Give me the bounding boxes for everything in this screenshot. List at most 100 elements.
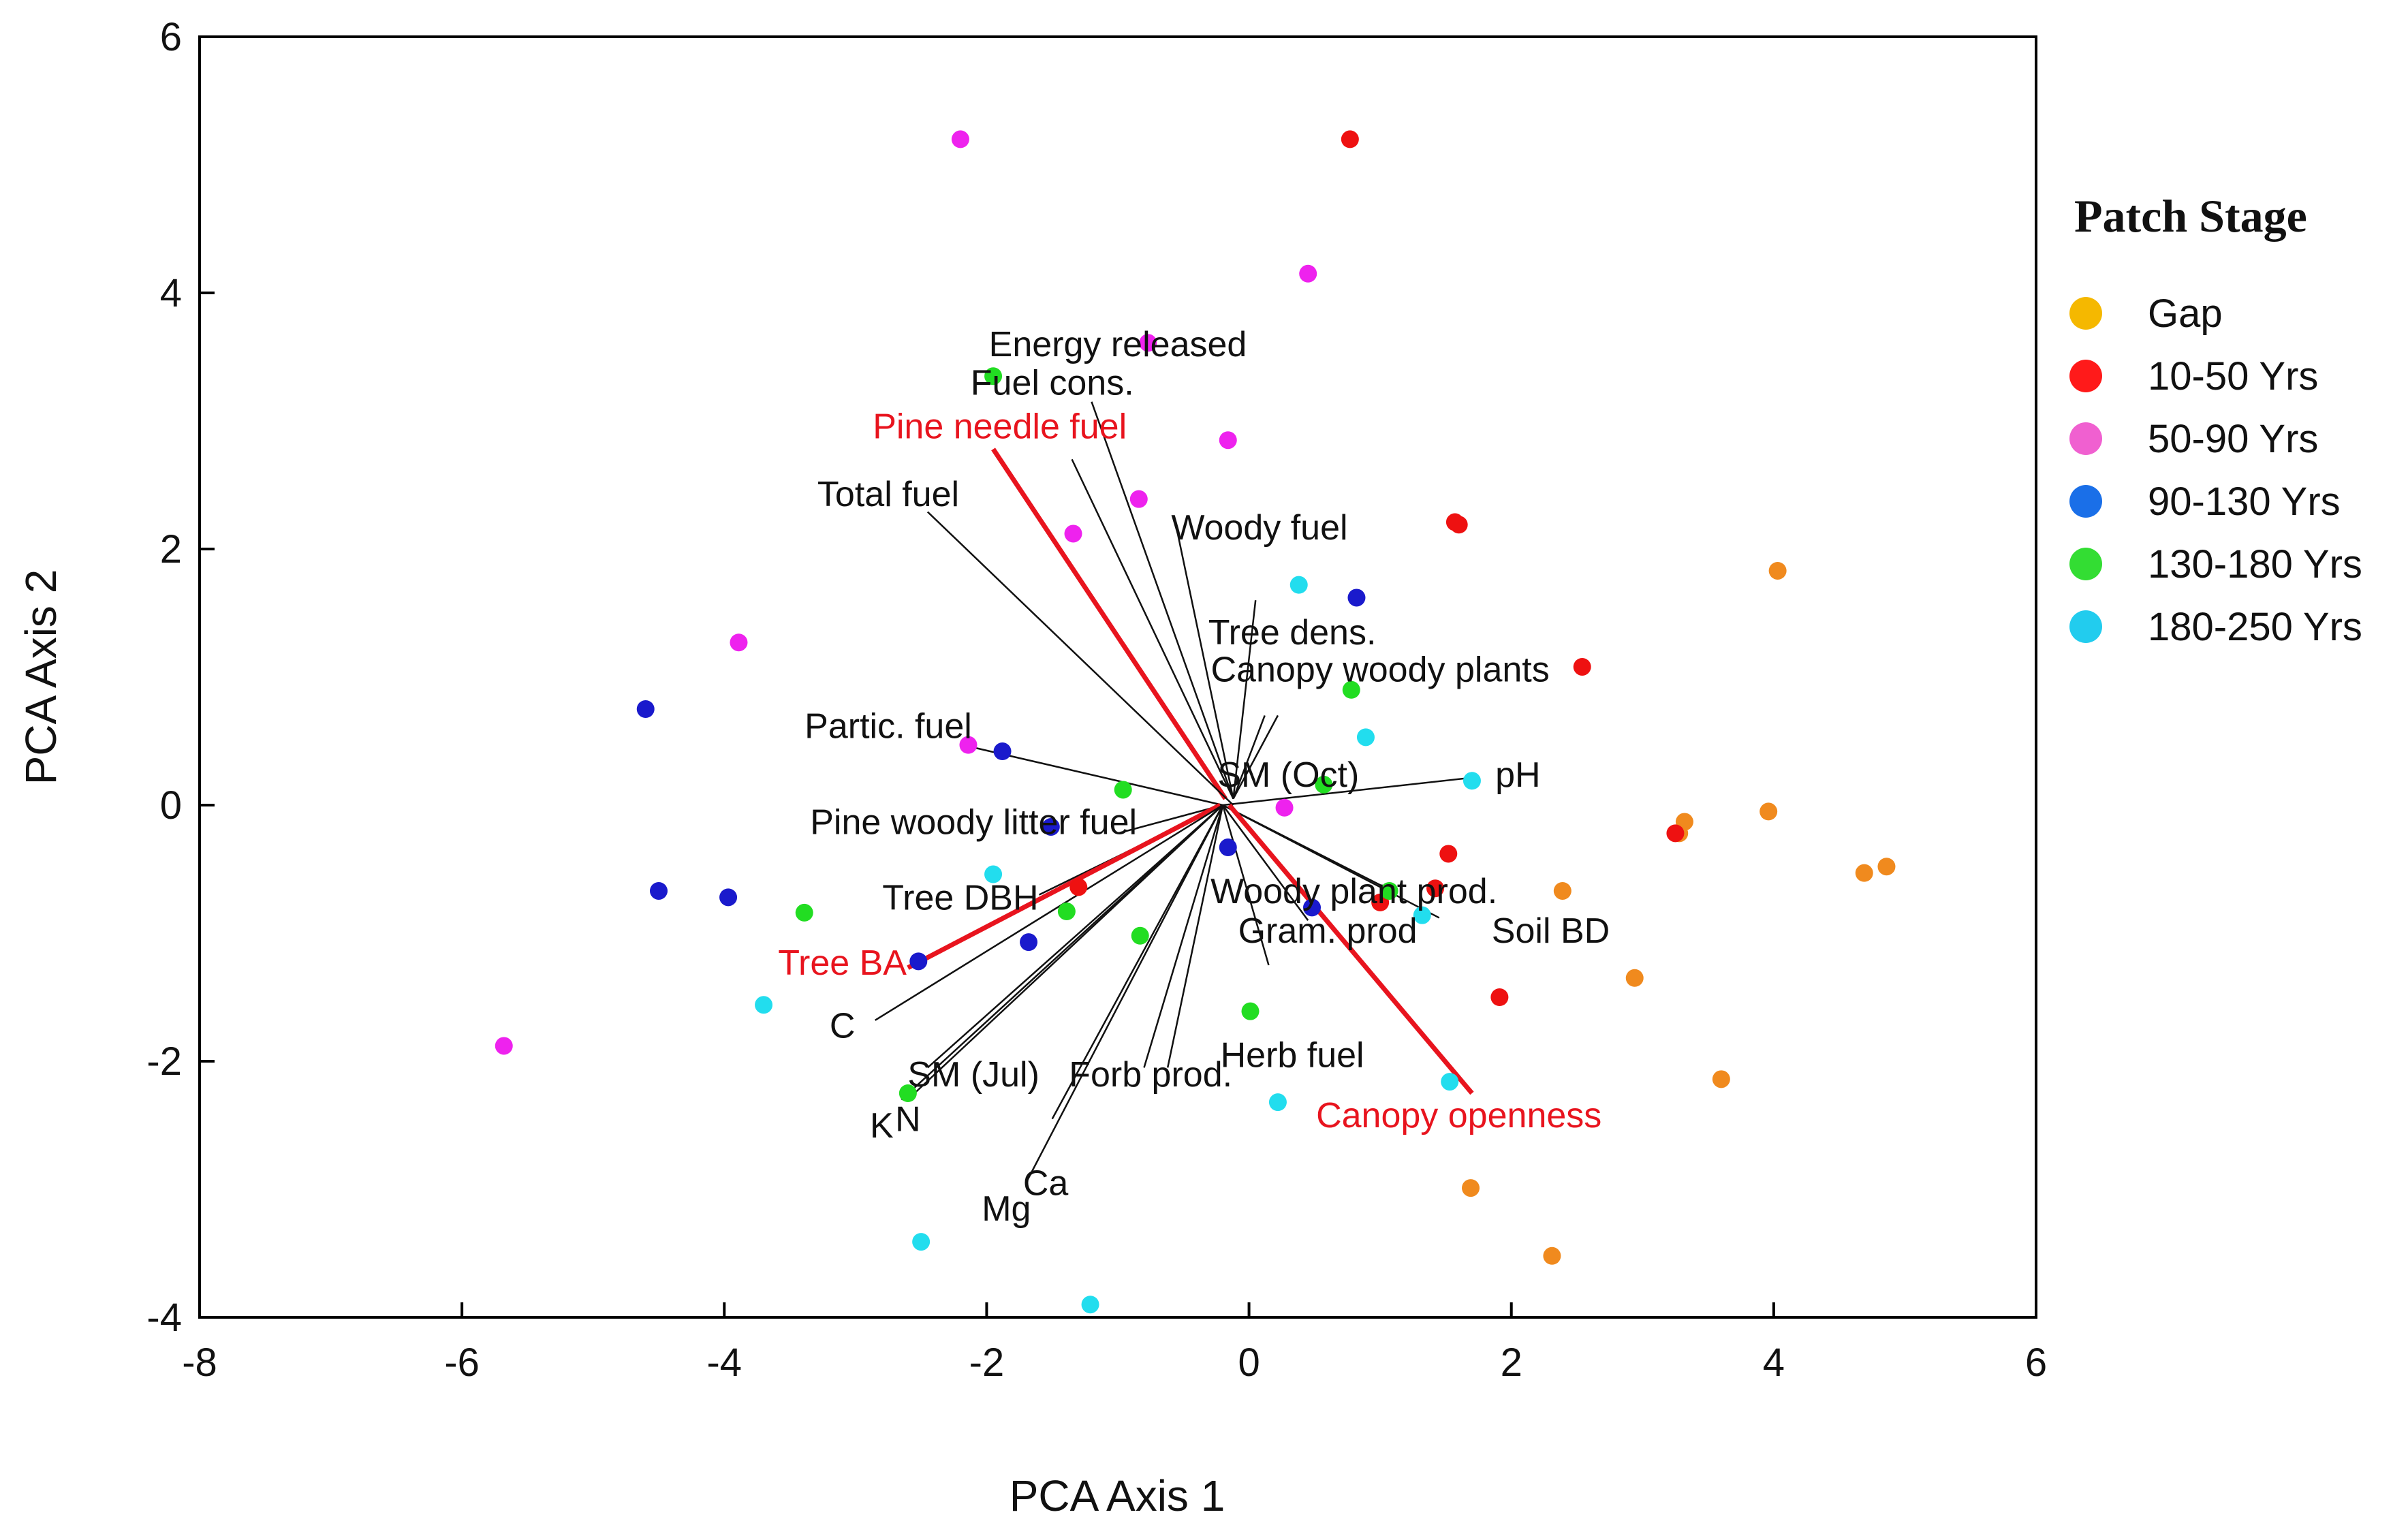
vector-label-n: N	[895, 1100, 921, 1140]
vector-label-c: C	[830, 1006, 856, 1046]
vector-label-herb-fuel: Herb fuel	[1221, 1036, 1364, 1076]
legend-swatch-130-180-yrs	[2069, 548, 2102, 580]
vector-c	[875, 804, 1223, 1021]
y-tick-label: 2	[160, 527, 182, 571]
point-50-90-yrs	[1275, 798, 1294, 817]
y-tick-label: 0	[160, 783, 182, 828]
legend-label-90-130-yrs: 90-130 Yrs	[2148, 480, 2341, 524]
point-90-130-yrs	[1219, 838, 1237, 857]
vector-label-pine-woody-litter-fuel: Pine woody litter fuel	[810, 802, 1137, 842]
vector-label-k: K	[870, 1106, 894, 1146]
point-gap	[1760, 802, 1778, 821]
point-gap	[1768, 561, 1787, 580]
vector-total-fuel	[926, 511, 1234, 806]
point-gap	[1625, 969, 1644, 987]
point-130-180-yrs	[1057, 903, 1076, 921]
point-90-130-yrs	[1020, 933, 1038, 952]
legend-title: Patch Stage	[2074, 190, 2307, 242]
vector-pine-needle-fuel	[991, 448, 1228, 800]
vector-label-tree-dens: Tree dens.	[1208, 613, 1377, 653]
vector-label-tree-ba: Tree BA	[778, 943, 907, 983]
vector-label-soil-bd: Soil BD	[1492, 911, 1610, 951]
point-50-90-yrs	[1299, 264, 1317, 283]
vector-label-sm-oct: SM (Oct)	[1217, 755, 1359, 795]
legend: Patch Stage Gap 10-50 Yrs 50-90 Yrs 90-130 …	[2069, 190, 2362, 649]
vector-label-canopy-woody-plants: Canopy woody plants	[1211, 650, 1550, 690]
vector-label-energy-released: Energy released	[989, 325, 1247, 364]
legend-label-130-180-yrs: 130-180 Yrs	[2148, 542, 2362, 586]
vector-woody-plant-prod	[1222, 804, 1309, 921]
x-tick-label: -6	[444, 1340, 480, 1385]
vector-label-forb-prod: Forb prod.	[1069, 1055, 1232, 1095]
vector-label-total-fuel: Total fuel	[817, 475, 959, 514]
point-180-250-yrs	[1081, 1296, 1099, 1314]
data-points	[495, 130, 1896, 1314]
legend-swatch-50-90-yrs	[2069, 422, 2102, 455]
x-axis-label: PCA Axis 1	[1010, 1471, 1225, 1520]
y-tick-label: 6	[160, 15, 182, 59]
point-gap	[1877, 858, 1896, 876]
point-10-50-yrs	[1490, 988, 1509, 1006]
vector-pine-woody-litter-fuel	[1117, 804, 1223, 834]
legend-label-gap: Gap	[2148, 292, 2223, 336]
legend-items: Gap 10-50 Yrs 50-90 Yrs 90-130 Yrs 130-180 Y…	[2069, 292, 2362, 649]
x-axis-ticks: -8 -6 -4 -2 0 2 4 6	[182, 1302, 2047, 1385]
point-90-130-yrs	[1042, 817, 1060, 836]
legend-swatch-90-130-yrs	[2069, 485, 2102, 518]
vector-fuel-cons	[1071, 458, 1234, 800]
legend-label-180-250-yrs: 180-250 Yrs	[2148, 605, 2362, 649]
plot-area-frame	[198, 35, 2037, 1319]
vector-ph	[1222, 776, 1479, 806]
point-10-50-yrs	[1341, 130, 1359, 148]
point-180-250-yrs	[984, 865, 1003, 883]
x-tick-label: 4	[1763, 1340, 1785, 1385]
point-180-250-yrs	[1441, 1073, 1459, 1091]
vector-canopy-openness	[1228, 803, 1474, 1095]
x-tick-label: -8	[182, 1340, 217, 1385]
vector-label-woody-plant-prod: Woody plant prod.	[1210, 872, 1497, 911]
point-50-90-yrs	[495, 1037, 513, 1055]
point-50-90-yrs	[730, 633, 748, 652]
x-tick-label: 6	[2025, 1340, 2047, 1385]
loading-vectors	[875, 401, 1479, 1184]
point-90-130-yrs	[909, 952, 928, 971]
point-gap	[1712, 1070, 1730, 1088]
point-130-180-yrs	[1342, 680, 1360, 699]
point-50-90-yrs	[1129, 490, 1148, 508]
point-10-50-yrs	[1573, 657, 1591, 676]
vector-label-woody-fuel: Woody fuel	[1171, 508, 1347, 548]
point-90-130-yrs	[1303, 898, 1322, 917]
vector-tree-dens	[1232, 600, 1257, 799]
vector-energy-released	[1091, 401, 1234, 800]
point-50-90-yrs	[1219, 431, 1237, 450]
point-10-50-yrs	[1426, 879, 1445, 898]
point-180-250-yrs	[912, 1233, 931, 1251]
vector-tree-ba	[907, 802, 1221, 970]
point-gap	[1543, 1246, 1561, 1265]
vector-label-pine-needle-fuel: Pine needle fuel	[873, 407, 1127, 447]
point-180-250-yrs	[755, 996, 773, 1014]
x-tick-label: -2	[969, 1340, 1005, 1385]
point-gap	[1462, 1179, 1480, 1197]
vector-sm-jul	[926, 804, 1223, 1069]
vector-forb-prod	[1143, 804, 1224, 1068]
vector-label-tree-dbh: Tree DBH	[882, 878, 1038, 918]
point-130-180-yrs	[795, 903, 813, 922]
vector-ca	[1051, 804, 1224, 1120]
point-10-50-yrs	[1439, 845, 1458, 863]
vector-label-gram-prod: Gram. prod	[1238, 911, 1418, 951]
point-130-180-yrs	[898, 1084, 917, 1102]
point-50-90-yrs	[1139, 334, 1157, 352]
point-90-130-yrs	[993, 742, 1012, 761]
legend-label-50-90-yrs: 50-90 Yrs	[2148, 417, 2318, 461]
point-90-130-yrs	[650, 881, 668, 900]
vector-label-canopy-openness: Canopy openness	[1316, 1096, 1601, 1135]
point-50-90-yrs	[1064, 524, 1082, 543]
vector-herb-fuel	[1221, 804, 1270, 966]
y-tick-label: -2	[146, 1039, 182, 1084]
point-180-250-yrs	[1289, 576, 1308, 594]
point-180-250-yrs	[1356, 728, 1375, 747]
point-10-50-yrs	[1069, 878, 1088, 896]
